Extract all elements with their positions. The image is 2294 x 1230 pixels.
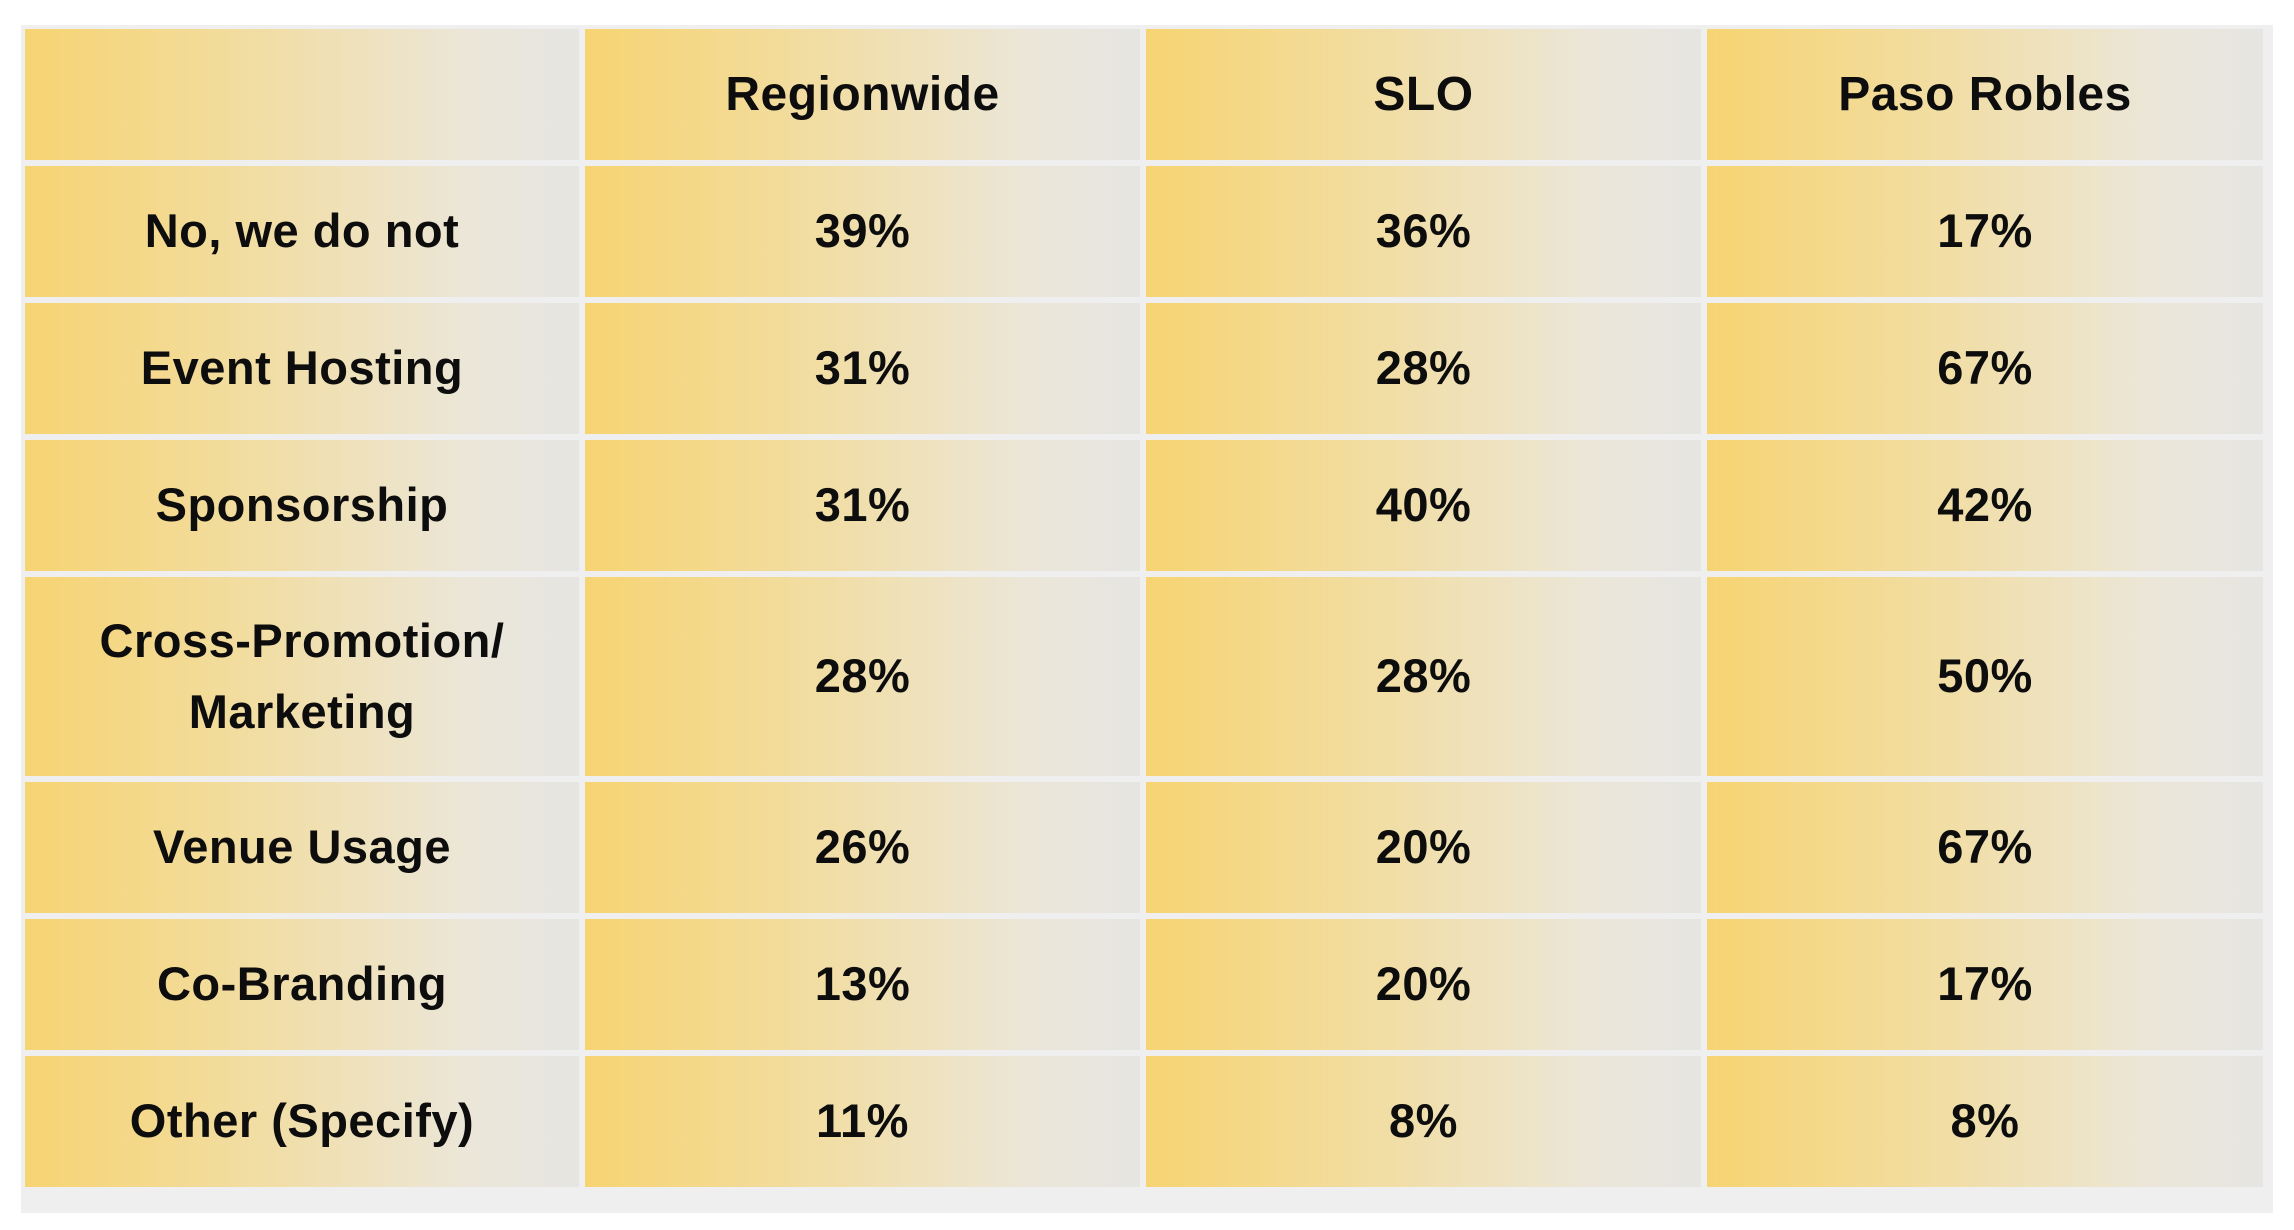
table-cell-slo: 36% — [1146, 166, 1701, 297]
table-row-label: Other (Specify) — [25, 1056, 579, 1187]
table-row-label: Sponsorship — [25, 440, 579, 571]
table-cell-regionwide: 11% — [585, 1056, 1140, 1187]
table-cell-slo: 20% — [1146, 782, 1701, 913]
table-cell-regionwide: 31% — [585, 440, 1140, 571]
table-cell-paso-robles: 42% — [1707, 440, 2263, 571]
table-cell-regionwide: 39% — [585, 166, 1140, 297]
table-cell-regionwide: 26% — [585, 782, 1140, 913]
table-cell-paso-robles: 17% — [1707, 166, 2263, 297]
table-cell-paso-robles: 67% — [1707, 303, 2263, 434]
table-row-label: Event Hosting — [25, 303, 579, 434]
table-cell-paso-robles: 17% — [1707, 919, 2263, 1050]
table-row-label: Venue Usage — [25, 782, 579, 913]
table-cell-slo: 8% — [1146, 1056, 1701, 1187]
table-header-regionwide: Regionwide — [585, 29, 1140, 160]
table-cell-paso-robles: 50% — [1707, 577, 2263, 776]
table-cell-regionwide: 13% — [585, 919, 1140, 1050]
data-table-frame: Regionwide SLO Paso Robles No, we do not… — [21, 25, 2273, 1213]
table-header-corner — [25, 29, 579, 160]
data-table: Regionwide SLO Paso Robles No, we do not… — [21, 25, 2273, 1213]
table-row-label: Cross-Promotion/ Marketing — [25, 577, 579, 776]
table-cell-slo: 28% — [1146, 577, 1701, 776]
table-cell-slo: 20% — [1146, 919, 1701, 1050]
table-cell-regionwide: 28% — [585, 577, 1140, 776]
table-cell-regionwide: 31% — [585, 303, 1140, 434]
table-cell-paso-robles: 8% — [1707, 1056, 2263, 1187]
table-header-paso-robles: Paso Robles — [1707, 29, 2263, 160]
table-row-label: Co-Branding — [25, 919, 579, 1050]
table-cell-slo: 40% — [1146, 440, 1701, 571]
table-cell-paso-robles: 67% — [1707, 782, 2263, 913]
table-row-label: No, we do not — [25, 166, 579, 297]
table-header-slo: SLO — [1146, 29, 1701, 160]
table-cell-slo: 28% — [1146, 303, 1701, 434]
